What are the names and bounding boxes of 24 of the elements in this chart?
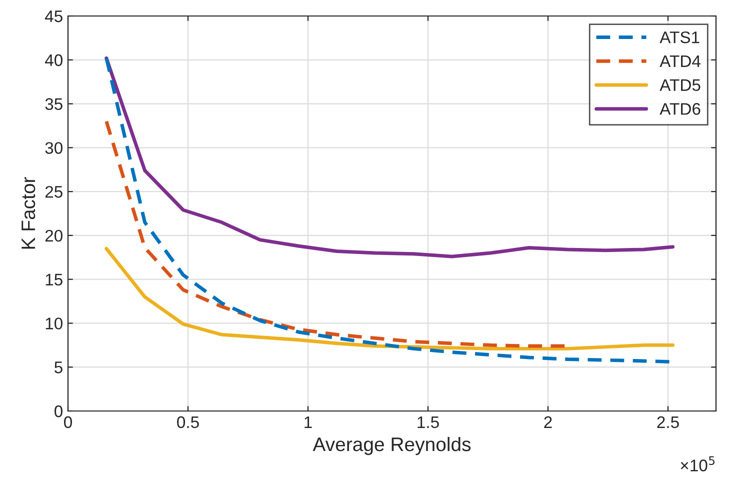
y-axis-title: K Factor <box>22 177 36 249</box>
legend-label: ATD6 <box>660 103 700 115</box>
line-series <box>104 246 675 350</box>
y-tick-label: 40 <box>44 54 62 66</box>
x-tick-label: 1.5 <box>418 416 439 428</box>
legend-label: ATD5 <box>660 79 700 91</box>
legend-label: ATD4 <box>660 55 701 67</box>
y-tick-label: 20 <box>45 230 62 242</box>
x-tick-label: 2.5 <box>657 416 679 428</box>
y-tick-label: 35 <box>45 98 62 110</box>
y-tick-label: 15 <box>46 274 62 286</box>
legend-label: ATS1 <box>660 31 700 44</box>
x-axis-title: Average Reynolds <box>312 436 471 456</box>
y-tick-label: 45 <box>44 10 62 22</box>
x-tick-label: 0.5 <box>177 416 199 428</box>
y-tick-label: 10 <box>46 318 62 330</box>
x-tick-label: 2 <box>544 416 552 428</box>
y-tick-label: 30 <box>45 142 62 154</box>
y-tick-label: 5 <box>54 362 62 374</box>
y-tick-label: 0 <box>54 405 62 418</box>
x-tick-label: 0 <box>64 416 72 428</box>
text: ×10$^{5}$ <box>680 456 714 472</box>
x-tick-label: 1 <box>304 416 312 428</box>
y-tick-label: 25 <box>45 186 62 198</box>
